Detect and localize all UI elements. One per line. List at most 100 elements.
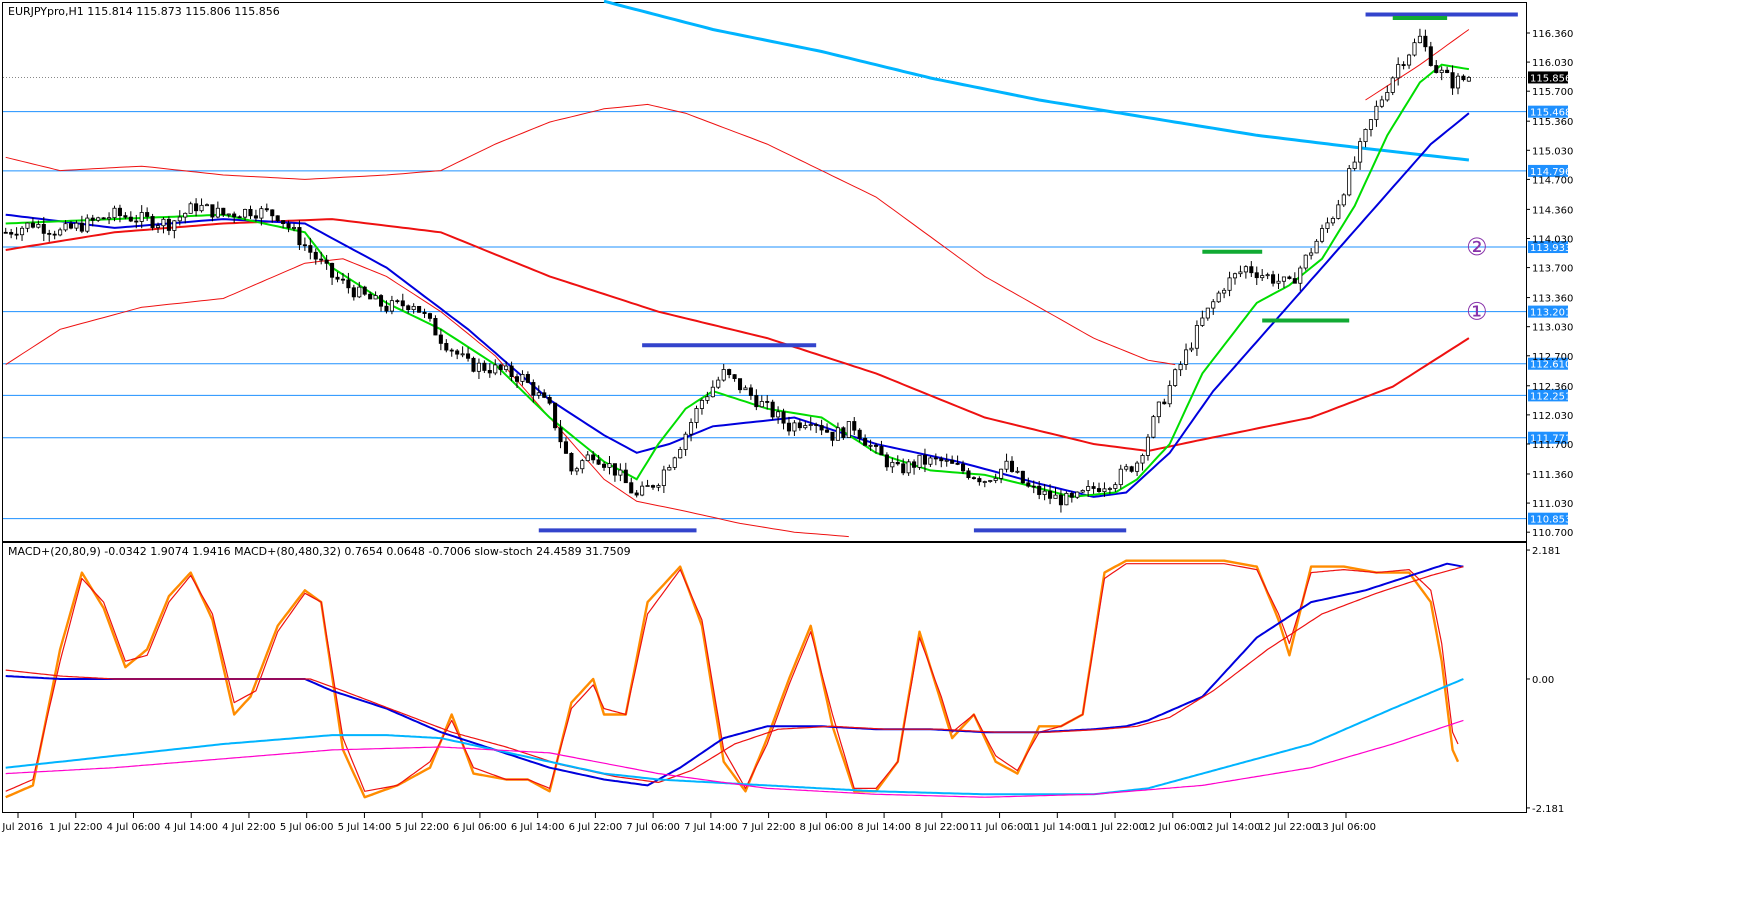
candle-body <box>563 441 568 454</box>
slow-ma-line <box>5 218 1470 453</box>
candle-body <box>85 217 90 232</box>
candle-body <box>645 485 650 487</box>
candle-body <box>879 446 884 456</box>
level-tag-label: 114.796 <box>1530 167 1571 178</box>
candle-body <box>678 449 683 459</box>
candle-body <box>52 233 57 236</box>
candle-body <box>1347 168 1352 196</box>
candle-body <box>58 229 63 236</box>
candle-body <box>1102 488 1107 492</box>
candle-body <box>232 213 237 218</box>
candle-body <box>754 395 759 408</box>
candle-body <box>591 454 596 461</box>
candle-body <box>1173 369 1178 386</box>
indicator-tick-label: -2.181 <box>1532 804 1564 815</box>
candle-body <box>705 396 710 401</box>
candle-body <box>1249 266 1254 274</box>
candle-body <box>765 401 770 403</box>
candle-body <box>1396 64 1401 79</box>
candle-body <box>1352 161 1357 169</box>
candle-body <box>1243 266 1248 273</box>
time-tick-label: 12 Jul 22:00 <box>1258 822 1318 833</box>
candle-body <box>884 454 889 468</box>
candle-body <box>1428 46 1433 66</box>
candle-body <box>1341 194 1346 206</box>
level-tag-label: 111.771 <box>1530 434 1571 445</box>
candle-body <box>275 215 280 221</box>
candle-body <box>770 401 775 418</box>
candle-body <box>340 278 345 281</box>
candle-body <box>455 350 460 355</box>
price-tick-label: 110.700 <box>1532 528 1573 539</box>
candle-body <box>1287 276 1292 279</box>
candle-body <box>922 454 927 465</box>
candle-body <box>825 429 830 433</box>
horizontal-levels <box>3 111 1526 520</box>
candle-body <box>1455 75 1461 89</box>
candle-body <box>1053 494 1058 499</box>
price-tick-label: 112.700 <box>1532 352 1573 363</box>
candle-body <box>1096 488 1102 492</box>
candle-body <box>357 286 362 298</box>
candle-body <box>1374 105 1379 121</box>
candle-body <box>683 433 688 450</box>
candle-body <box>580 460 585 470</box>
time-tick-label: 8 Jul 14:00 <box>857 822 911 833</box>
candle-body <box>96 217 101 221</box>
candle-body <box>857 429 862 439</box>
time-tick-label: 1 Jul 2016 <box>0 822 43 833</box>
candle-body <box>460 353 465 356</box>
candle-body <box>493 364 498 374</box>
price-tick-label: 115.700 <box>1532 87 1573 98</box>
candle-body <box>1184 349 1189 365</box>
level-tag <box>1528 431 1568 444</box>
candle-body <box>36 224 41 228</box>
level-tag-label: 113.933 <box>1530 243 1571 254</box>
candle-body <box>585 454 590 462</box>
candle-body <box>79 222 84 232</box>
candle-body <box>993 477 998 481</box>
time-tick-label: 6 Jul 14:00 <box>511 822 565 833</box>
candle-body <box>743 387 748 391</box>
candle-body <box>1151 416 1156 438</box>
candle-body <box>63 223 68 231</box>
candle-body <box>895 461 900 465</box>
time-tick-label: 6 Jul 22:00 <box>569 822 623 833</box>
candle-body <box>1091 486 1096 489</box>
candle-body <box>531 382 536 396</box>
time-axis: 1 Jul 2016 1 Jul 22:00 4 Jul 06:004 Jul 14… <box>0 813 1376 833</box>
candle-body <box>1167 385 1172 405</box>
candle-body <box>346 279 351 289</box>
candle-body <box>1227 277 1232 291</box>
candle-body <box>166 218 171 231</box>
candle-body <box>362 286 367 295</box>
level-tag <box>1528 164 1568 177</box>
candle-body <box>226 213 231 216</box>
candle-body <box>324 259 329 264</box>
candle-body <box>667 467 672 471</box>
candle-body <box>395 300 400 303</box>
candle-body <box>1156 401 1161 418</box>
level-tag-label: 112.610 <box>1530 360 1571 371</box>
candle-body <box>873 444 879 447</box>
indicator-line <box>5 719 1464 798</box>
candle-body <box>1379 99 1384 107</box>
candle-body <box>819 425 824 431</box>
price-tick-label: 114.030 <box>1532 234 1573 245</box>
time-tick-label: 4 Jul 22:00 <box>222 822 276 833</box>
candle-body <box>1069 492 1074 498</box>
time-tick-label: 12 Jul 14:00 <box>1201 822 1261 833</box>
candle-body <box>1135 462 1140 472</box>
candle-body <box>1020 470 1025 484</box>
candle-body <box>786 422 792 432</box>
candle-body <box>117 207 122 217</box>
candle-body <box>177 216 182 222</box>
candle-body <box>248 208 253 217</box>
candle-body <box>933 457 938 460</box>
time-tick-label: 6 Jul 06:00 <box>453 822 507 833</box>
candle-body <box>264 208 269 211</box>
candle-body <box>792 422 797 432</box>
envelope-upper-recent <box>1365 29 1470 101</box>
candle-body <box>422 311 427 314</box>
candle-body <box>721 369 726 381</box>
